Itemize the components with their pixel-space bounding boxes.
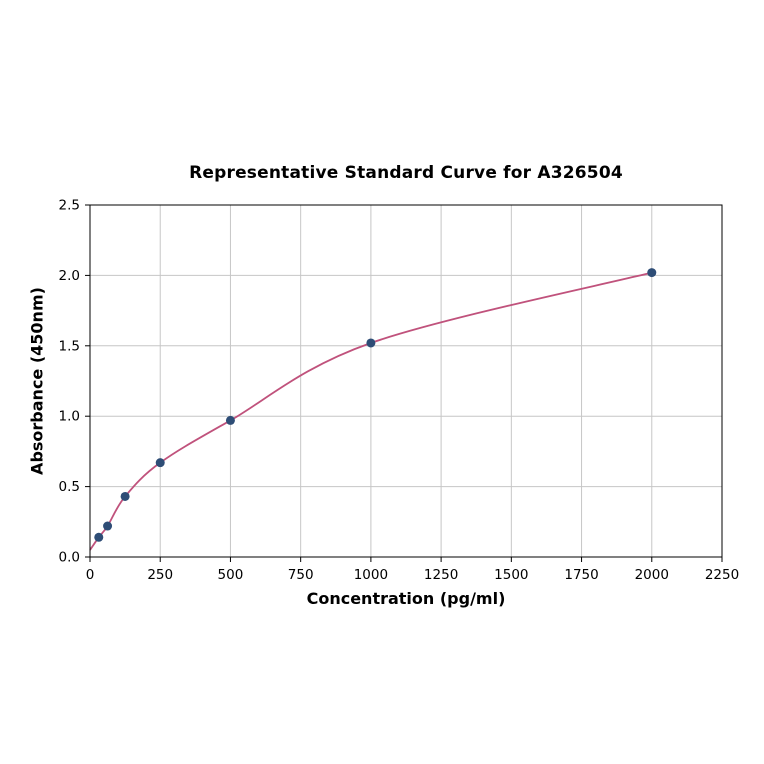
y-tick-label: 2.0 — [59, 268, 80, 284]
x-tick-label: 750 — [288, 567, 314, 583]
y-tick-label: 1.5 — [59, 338, 80, 354]
x-tick-label: 0 — [86, 567, 95, 583]
fit-curve — [89, 271, 652, 551]
y-tick-label: 2.5 — [59, 198, 80, 214]
x-tick-label: 2000 — [635, 567, 669, 583]
data-point — [366, 338, 376, 348]
data-point — [94, 532, 104, 542]
data-point — [103, 521, 113, 531]
data-point — [647, 268, 657, 278]
y-tick-label: 0.0 — [59, 550, 80, 566]
y-tick-label: 0.5 — [59, 479, 80, 495]
data-point — [225, 415, 235, 425]
y-tick-label: 1.0 — [59, 409, 80, 425]
x-axis-label: Concentration (pg/ml) — [306, 589, 506, 608]
x-tick-label: 1500 — [494, 567, 528, 583]
data-point — [120, 491, 130, 501]
x-tick-label: 250 — [147, 567, 173, 583]
data-point — [155, 458, 165, 468]
x-tick-label: 1000 — [354, 567, 388, 583]
plot-frame — [89, 204, 723, 558]
x-tick-label: 2250 — [705, 567, 739, 583]
x-tick-label: 1250 — [424, 567, 458, 583]
chart-title: Representative Standard Curve for A32650… — [189, 163, 623, 183]
x-tick-label: 500 — [218, 567, 244, 583]
x-tick-label: 1750 — [564, 567, 598, 583]
y-axis-label: Absorbance (450nm) — [27, 287, 47, 475]
